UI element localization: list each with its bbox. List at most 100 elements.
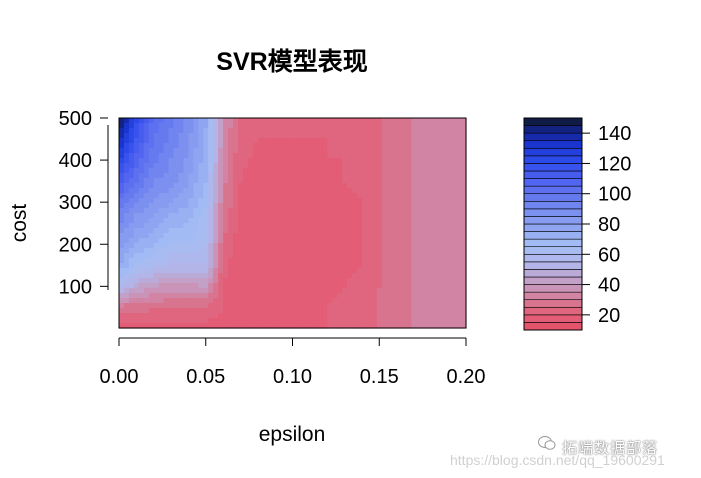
heatmap-cell <box>381 123 388 129</box>
heatmap-cell <box>406 193 413 199</box>
heatmap-cell <box>218 138 224 144</box>
heatmap-cell <box>123 153 130 159</box>
heatmap-cell <box>461 223 467 229</box>
heatmap-cell <box>451 118 457 124</box>
heatmap-cell <box>401 203 408 209</box>
heatmap-cell <box>242 243 249 249</box>
heatmap-cell <box>302 143 308 149</box>
legend-band <box>523 246 583 255</box>
heatmap-cell <box>158 283 165 289</box>
heatmap-cell <box>228 153 234 159</box>
heatmap-cell <box>198 243 204 249</box>
heatmap-cell <box>218 253 224 259</box>
heatmap-cell <box>371 203 378 209</box>
heatmap-cell <box>371 193 378 199</box>
heatmap-cell <box>277 263 284 269</box>
heatmap-cell <box>282 128 289 134</box>
heatmap-cell <box>312 223 318 229</box>
heatmap-cell <box>441 228 447 234</box>
heatmap-cell <box>287 133 294 139</box>
heatmap-cell <box>203 173 209 179</box>
heatmap-cell <box>237 128 244 134</box>
heatmap-cell <box>317 308 323 314</box>
heatmap-cell <box>237 178 244 184</box>
heatmap-cell <box>119 123 125 129</box>
heatmap-cell <box>153 228 160 234</box>
heatmap-cell <box>356 123 363 129</box>
heatmap-cell <box>173 133 180 139</box>
heatmap-cell <box>143 283 150 289</box>
legend-band <box>523 276 583 285</box>
heatmap-cell <box>406 223 413 229</box>
heatmap-cell <box>322 138 328 144</box>
heatmap-cell <box>133 303 140 309</box>
heatmap-cell <box>178 293 185 299</box>
heatmap-cell <box>138 173 145 179</box>
heatmap-cell <box>123 268 130 274</box>
heatmap-cell <box>396 263 403 269</box>
heatmap-cell <box>386 118 393 124</box>
heatmap-cell <box>198 153 204 159</box>
heatmap-cell <box>178 198 185 204</box>
heatmap-cell <box>391 153 398 159</box>
heatmap-cell <box>317 238 323 244</box>
legend-tick-label: 140 <box>598 123 631 145</box>
heatmap-cell <box>426 253 432 259</box>
heatmap-cell <box>223 208 229 214</box>
heatmap-cell <box>277 313 284 319</box>
heatmap-cell <box>123 228 130 234</box>
heatmap-cell <box>267 118 274 124</box>
heatmap-cell <box>436 318 442 324</box>
heatmap-cell <box>173 288 180 294</box>
heatmap-cell <box>158 263 165 269</box>
heatmap-cell <box>376 308 383 314</box>
heatmap-cell <box>133 153 140 159</box>
heatmap-cell <box>421 248 427 254</box>
heatmap-cell <box>332 323 338 329</box>
heatmap-cell <box>456 263 462 269</box>
heatmap-cell <box>332 163 338 169</box>
heatmap-cell <box>297 198 304 204</box>
heatmap-cell <box>366 258 373 264</box>
heatmap-cell <box>322 253 328 259</box>
heatmap-cell <box>297 168 304 174</box>
heatmap-cell <box>361 308 368 314</box>
heatmap-cell <box>242 253 249 259</box>
heatmap-cell <box>188 128 194 134</box>
heatmap-cell <box>148 153 155 159</box>
heatmap-cell <box>322 233 328 239</box>
heatmap-cell <box>138 223 145 229</box>
heatmap-cell <box>272 303 279 309</box>
heatmap-cell <box>228 323 234 329</box>
heatmap-cell <box>257 288 264 294</box>
heatmap-cell <box>406 253 413 259</box>
heatmap-cell <box>287 288 294 294</box>
heatmap-cell <box>178 238 185 244</box>
heatmap-cell <box>406 248 413 254</box>
heatmap-cell <box>218 183 224 189</box>
heatmap-cell <box>426 258 432 264</box>
heatmap-cell <box>203 283 209 289</box>
heatmap-cell <box>193 228 199 234</box>
heatmap-cell <box>391 208 398 214</box>
heatmap-cell <box>158 208 165 214</box>
heatmap-cell <box>213 233 219 239</box>
heatmap-cell <box>272 168 279 174</box>
heatmap-cell <box>396 148 403 154</box>
heatmap-cell <box>237 223 244 229</box>
heatmap-cell <box>347 323 353 329</box>
heatmap-cell <box>461 173 467 179</box>
heatmap-cell <box>119 198 125 204</box>
heatmap-cell <box>436 218 442 224</box>
heatmap-cell <box>119 313 125 319</box>
heatmap-cell <box>307 158 313 164</box>
heatmap-cell <box>332 303 338 309</box>
heatmap-cell <box>228 303 234 309</box>
heatmap-cell <box>233 228 239 234</box>
heatmap-cell <box>237 313 244 319</box>
heatmap-cell <box>138 193 145 199</box>
heatmap-cell <box>401 183 408 189</box>
heatmap-cell <box>203 183 209 189</box>
heatmap-cell <box>173 233 180 239</box>
